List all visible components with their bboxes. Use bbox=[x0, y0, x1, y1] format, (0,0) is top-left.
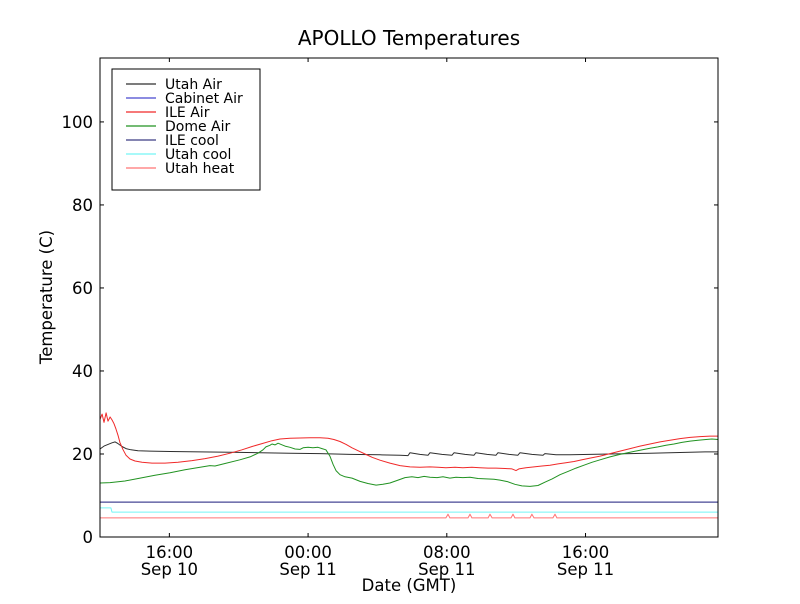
y-axis-label: Temperature (C) bbox=[37, 230, 56, 365]
legend-label-utah-cool: Utah cool bbox=[165, 147, 231, 163]
y-tick-label: 80 bbox=[72, 196, 93, 215]
legend-label-cabinet-air: Cabinet Air bbox=[165, 91, 243, 107]
series-line-utah-air bbox=[99, 441, 718, 457]
x-tick-label-time: 00:00 bbox=[284, 543, 332, 562]
series-group bbox=[99, 412, 719, 519]
y-tick-label: 100 bbox=[62, 113, 94, 132]
x-tick-label-time: 16:00 bbox=[562, 543, 610, 562]
series-line-utah-cool bbox=[100, 507, 718, 513]
y-tick-label: 60 bbox=[72, 279, 93, 298]
legend-box bbox=[111, 68, 261, 191]
series-line-utah-heat bbox=[100, 513, 718, 519]
plot-frame bbox=[99, 57, 719, 538]
legend-label-ile-cool: ILE cool bbox=[165, 133, 219, 149]
legend-label-ile-air: ILE Air bbox=[165, 105, 210, 121]
legend-label-utah-air: Utah Air bbox=[165, 77, 222, 93]
chart-title: APOLLO Temperatures bbox=[298, 26, 520, 50]
legend-label-utah-heat: Utah heat bbox=[165, 161, 235, 177]
x-tick-label-date: Sep 11 bbox=[279, 560, 336, 579]
x-axis-label: Date (GMT) bbox=[362, 576, 457, 595]
x-tick-label-date: Sep 11 bbox=[418, 560, 475, 579]
series-line-dome-air bbox=[99, 438, 719, 487]
y-tick-label: 20 bbox=[72, 445, 93, 464]
x-tick-label-date: Sep 11 bbox=[557, 560, 614, 579]
x-tick-label-time: 16:00 bbox=[146, 543, 194, 562]
x-tick-label-time: 08:00 bbox=[423, 543, 471, 562]
y-tick-label: 0 bbox=[83, 528, 94, 547]
x-tick-label-date: Sep 10 bbox=[141, 560, 198, 579]
series-line-ile-air bbox=[99, 412, 718, 472]
legend-label-dome-air: Dome Air bbox=[165, 119, 231, 135]
y-tick-label: 40 bbox=[72, 362, 93, 381]
